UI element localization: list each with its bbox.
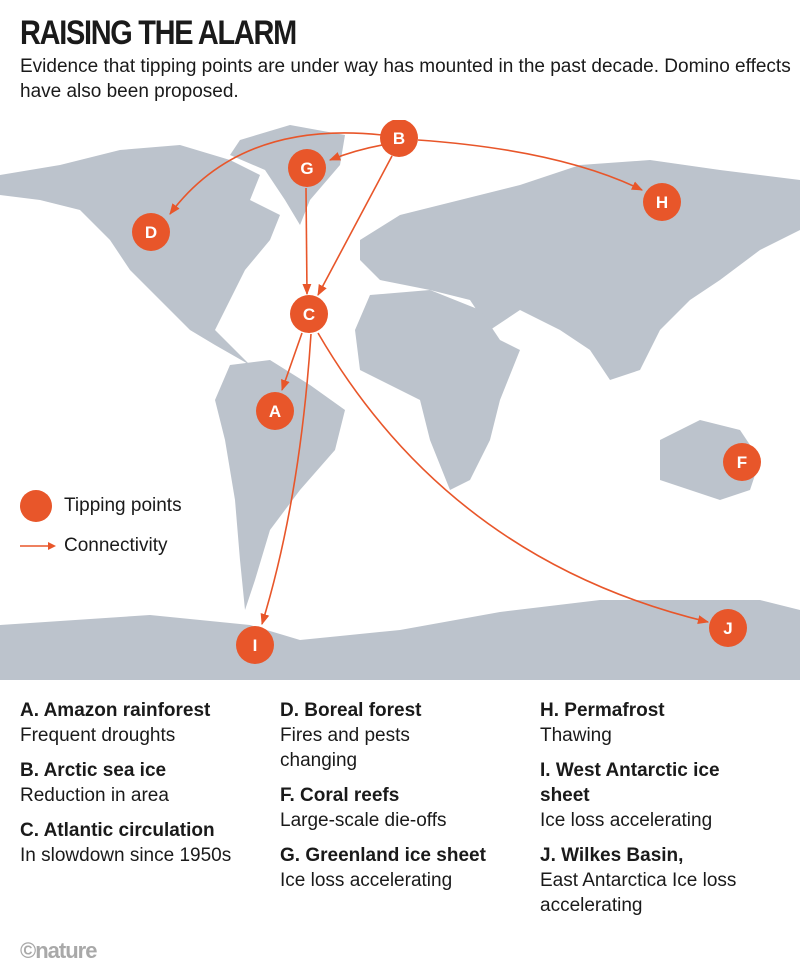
list-item: D. Boreal forest Fires and pests changing	[280, 700, 422, 771]
arrow-b-d	[169, 132, 383, 215]
tipping-point-f	[723, 443, 761, 481]
list-item: J. Wilkes Basin, East Antarctica Ice loss…	[540, 845, 737, 916]
tipping-point-b	[380, 120, 418, 157]
list-item: H. Permafrost Thawing	[540, 700, 665, 746]
arrow-icon	[20, 542, 56, 550]
antarctica	[0, 600, 800, 680]
list-item: A. Amazon rainforest Frequent droughts	[20, 700, 211, 746]
australia	[660, 420, 760, 500]
tipping-point-c	[290, 295, 328, 333]
list-item: B. Arctic sea ice Reduction in area	[20, 760, 169, 806]
legend-column-1: A. Amazon rainforest Frequent droughts B.…	[20, 698, 270, 878]
north-america	[0, 145, 280, 365]
legend-tipping-points: Tipping points	[20, 490, 182, 522]
arrow-b-g	[328, 144, 383, 161]
page-title: RAISING THE ALARM	[20, 14, 297, 52]
tipping-point-j	[709, 609, 747, 647]
tipping-point-icon	[20, 490, 52, 522]
legend-column-2: D. Boreal forest Fires and pests changing…	[280, 698, 530, 903]
list-item: C. Atlantic circulation In slowdown since…	[20, 820, 232, 866]
legend-column-3: H. Permafrost Thawing I. West Antarctic i…	[540, 698, 790, 928]
marker-label: C	[303, 305, 315, 324]
marker-label: A	[269, 402, 281, 421]
arrow-g-c	[302, 187, 312, 296]
south-america	[215, 360, 345, 610]
arrow-b-h	[417, 139, 644, 191]
marker-label: H	[656, 193, 668, 212]
world-map: A B C D F G H I J	[0, 120, 800, 680]
list-item: F. Coral reefs Large-scale die-offs	[280, 785, 447, 831]
tipping-point-a	[256, 392, 294, 430]
list-item: G. Greenland ice sheet Ice loss accelerat…	[280, 845, 486, 891]
greenland	[230, 125, 345, 225]
marker-label: F	[737, 453, 747, 472]
arrow-c-j	[317, 332, 710, 624]
arrow-c-a	[281, 332, 303, 392]
tipping-point-g	[288, 149, 326, 187]
marker-label: G	[300, 159, 313, 178]
legend-label: Connectivity	[64, 535, 168, 556]
nature-logo: ©nature	[20, 938, 97, 963]
tipping-point-i	[236, 626, 274, 664]
eurasia	[360, 160, 800, 380]
legend-label: Tipping points	[64, 495, 182, 516]
arrow-c-i	[260, 333, 312, 626]
marker-label: B	[393, 129, 405, 148]
marker-label: J	[723, 619, 732, 638]
list-item: I. West Antarctic ice sheet Ice loss acce…	[540, 760, 720, 831]
marker-label: I	[253, 636, 258, 655]
subtitle: Evidence that tipping points are under w…	[20, 56, 791, 102]
tipping-point-h	[643, 183, 681, 221]
marker-label: D	[145, 223, 157, 242]
arrow-b-c	[317, 155, 393, 296]
africa	[355, 290, 520, 490]
legend-connectivity: Connectivity	[20, 535, 168, 557]
tipping-point-d	[132, 213, 170, 251]
